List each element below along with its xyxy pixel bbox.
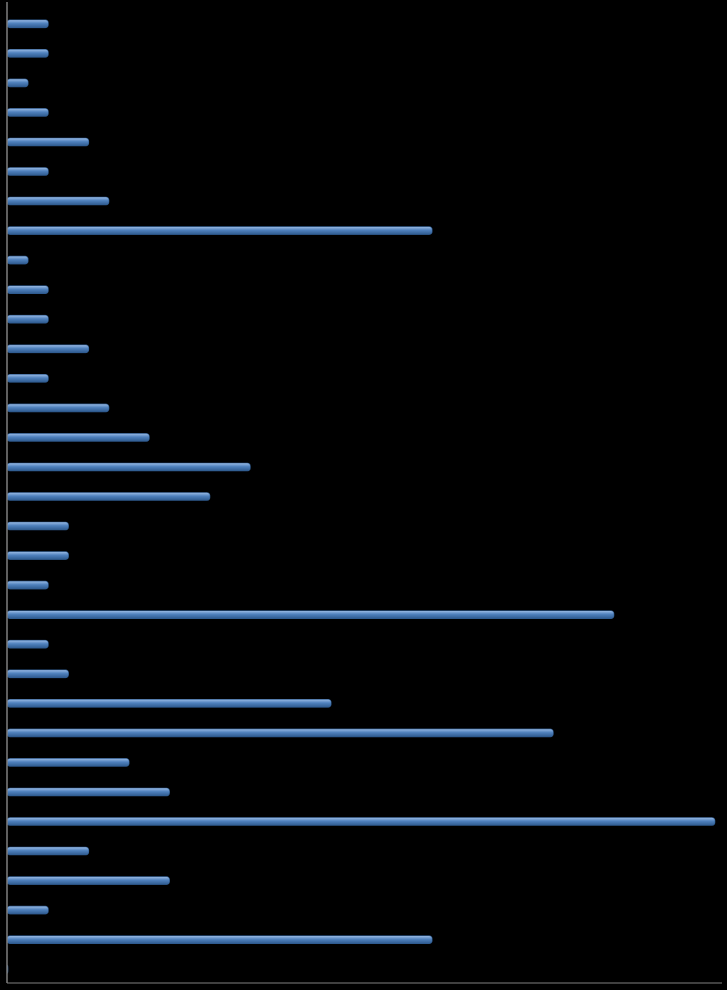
bar-30 — [6, 876, 170, 885]
bar-17 — [6, 492, 211, 501]
bar-10 — [6, 285, 49, 295]
bar-23 — [6, 669, 69, 679]
bar-26 — [6, 758, 130, 767]
bar-32 — [6, 935, 433, 945]
bar-8 — [6, 226, 433, 235]
bar-11 — [6, 314, 49, 324]
bar-18 — [6, 521, 69, 531]
bar-6 — [6, 167, 49, 176]
bar-9 — [6, 255, 29, 265]
bar-29 — [6, 846, 90, 856]
bar-22 — [6, 639, 49, 649]
bar-4 — [6, 108, 49, 117]
bar-7 — [6, 196, 110, 206]
bar-21 — [6, 610, 615, 620]
bar-25 — [6, 728, 554, 738]
bar-19 — [6, 551, 69, 560]
bar-5 — [6, 137, 90, 147]
bar-13 — [6, 373, 49, 383]
bar-2 — [6, 48, 49, 58]
bar-31 — [6, 905, 49, 915]
bar-20 — [6, 580, 49, 590]
bar-12 — [6, 344, 90, 354]
bar-16 — [6, 462, 251, 472]
bar-24 — [6, 698, 332, 708]
bar-1 — [6, 19, 49, 29]
bar-3 — [6, 78, 29, 88]
bar-27 — [6, 787, 170, 797]
bar-series — [6, 19, 716, 974]
bar-28 — [6, 817, 716, 826]
bar-15 — [6, 433, 150, 442]
bar-14 — [6, 403, 110, 413]
